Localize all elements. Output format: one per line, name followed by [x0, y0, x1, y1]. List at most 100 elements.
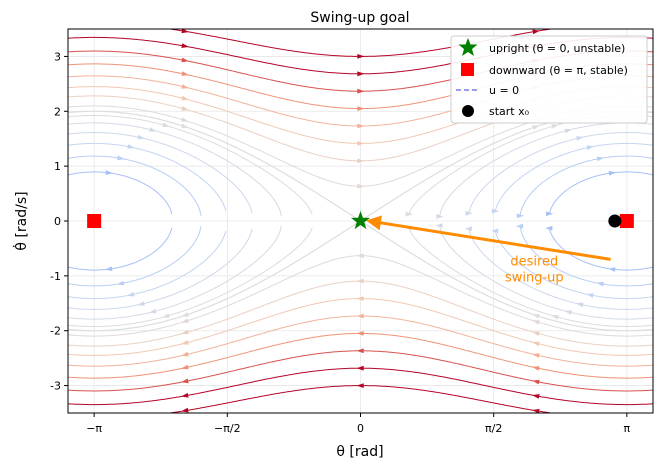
streamline-arrow	[546, 211, 554, 217]
streamline-arrow	[357, 183, 365, 189]
streamline-arrow	[181, 95, 189, 101]
streamline-arrow	[127, 291, 135, 297]
streamline-arrow	[105, 170, 113, 175]
streamline-arrow	[357, 158, 365, 164]
start-marker	[608, 214, 622, 228]
streamline-arrow	[356, 331, 364, 336]
streamline-arrow	[516, 213, 524, 219]
streamline-arrow	[181, 84, 189, 89]
streamline-arrow	[116, 280, 125, 286]
streamline-arrow	[435, 223, 443, 228]
streamline-arrow	[608, 267, 616, 272]
streamline-arrow	[532, 379, 540, 385]
streamline	[68, 227, 653, 327]
streamline-arrow	[465, 210, 473, 216]
streamline-arrow	[181, 57, 189, 63]
annotation-line-1: desired	[510, 254, 558, 269]
x-tick-label: 0	[357, 422, 364, 435]
upright-marker	[351, 211, 370, 230]
streamline-arrow	[357, 106, 365, 111]
downward-marker	[87, 214, 102, 228]
streamline-arrow	[357, 123, 365, 129]
legend-label-downward: downward (θ = π, stable)	[489, 64, 628, 77]
streamline-arrow	[105, 266, 113, 272]
streamline-arrow	[545, 225, 553, 231]
legend: upright (θ = 0, unstable) downward (θ = …	[450, 35, 648, 124]
streamline-arrow	[127, 144, 135, 149]
streamline-arrow	[532, 366, 540, 371]
y-tick-label: 2	[54, 105, 61, 118]
streamline-arrow	[576, 302, 584, 308]
x-tick-label: π/2	[485, 422, 502, 435]
streamline-arrow	[181, 312, 189, 317]
streamline-arrow	[357, 54, 365, 59]
streamline	[68, 132, 653, 214]
legend-label-upright: upright (θ = 0, unstable)	[489, 42, 625, 55]
legend-label-start: start x₀	[489, 105, 530, 118]
streamline-arrow	[564, 128, 573, 134]
streamline-arrow	[356, 253, 364, 259]
y-tick-label: 1	[54, 160, 61, 173]
annotation-line-2: swing-up	[505, 270, 564, 285]
swing-up-annotation: desired swing-up	[366, 215, 611, 285]
streamline-arrow	[356, 348, 364, 354]
streamline-arrow	[564, 310, 572, 315]
streamline-arrow	[532, 125, 540, 130]
streamline-arrow	[181, 43, 189, 48]
streamline-arrow	[532, 29, 540, 35]
x-tick-label: π	[624, 422, 631, 435]
y-tick-label: -3	[50, 380, 61, 393]
streamline-arrow	[532, 408, 540, 413]
streamline-arrow	[551, 315, 559, 320]
y-axis-ticks: -3 -2 -1 0 1 2 3	[50, 50, 68, 393]
streamline-arrow	[181, 117, 189, 122]
y-tick-label: 0	[54, 215, 61, 228]
x-axis-ticks: −π −π/2 0 π/2 π	[86, 413, 631, 435]
streamline-arrow	[148, 308, 157, 314]
streamline	[68, 171, 653, 214]
x-tick-label: −π/2	[214, 422, 241, 435]
streamline	[68, 142, 653, 212]
streamline-arrow	[576, 136, 584, 141]
streamline-arrow	[181, 340, 189, 345]
streamline-arrow	[357, 141, 365, 146]
streamline-arrow	[181, 71, 189, 76]
streamline-arrow	[491, 228, 499, 234]
streamline-arrow	[162, 122, 170, 128]
streamline-arrow	[181, 392, 189, 398]
point-markers	[87, 211, 634, 230]
streamline	[68, 155, 653, 216]
streamline-arrow	[586, 145, 594, 151]
x-tick-label: −π	[86, 422, 102, 435]
streamline-arrow	[137, 134, 145, 140]
streamline-arrow	[181, 407, 189, 413]
swing-up-arrow	[366, 215, 611, 261]
streamline	[68, 226, 653, 287]
streamline-arrow	[515, 223, 524, 229]
legend-star-icon	[458, 38, 478, 56]
y-axis-label: θ̇ [rad/s]	[12, 191, 30, 250]
legend-square-icon	[461, 63, 474, 76]
streamline-arrow	[181, 29, 189, 34]
streamline-arrow	[551, 124, 559, 129]
streamline-arrow	[137, 301, 145, 306]
streamline-arrow	[464, 226, 472, 232]
streamline-arrow	[181, 329, 189, 335]
streamline-arrow	[532, 353, 540, 358]
legend-box	[450, 35, 648, 124]
streamline-arrow	[181, 106, 189, 111]
streamline-arrow	[117, 155, 125, 161]
y-tick-label: -1	[50, 270, 61, 283]
streamline-arrow	[532, 394, 540, 399]
streamline-arrow	[596, 281, 604, 287]
y-tick-label: -2	[50, 325, 61, 338]
streamline-arrow	[532, 320, 540, 325]
streamline-arrow	[149, 127, 157, 132]
streamline-arrow	[532, 331, 540, 336]
chart-title: Swing-up goal	[310, 10, 409, 26]
streamline-arrow	[181, 364, 189, 370]
streamline-arrow	[356, 365, 364, 371]
streamline-arrow	[491, 208, 500, 214]
legend-circle-icon	[462, 105, 474, 117]
